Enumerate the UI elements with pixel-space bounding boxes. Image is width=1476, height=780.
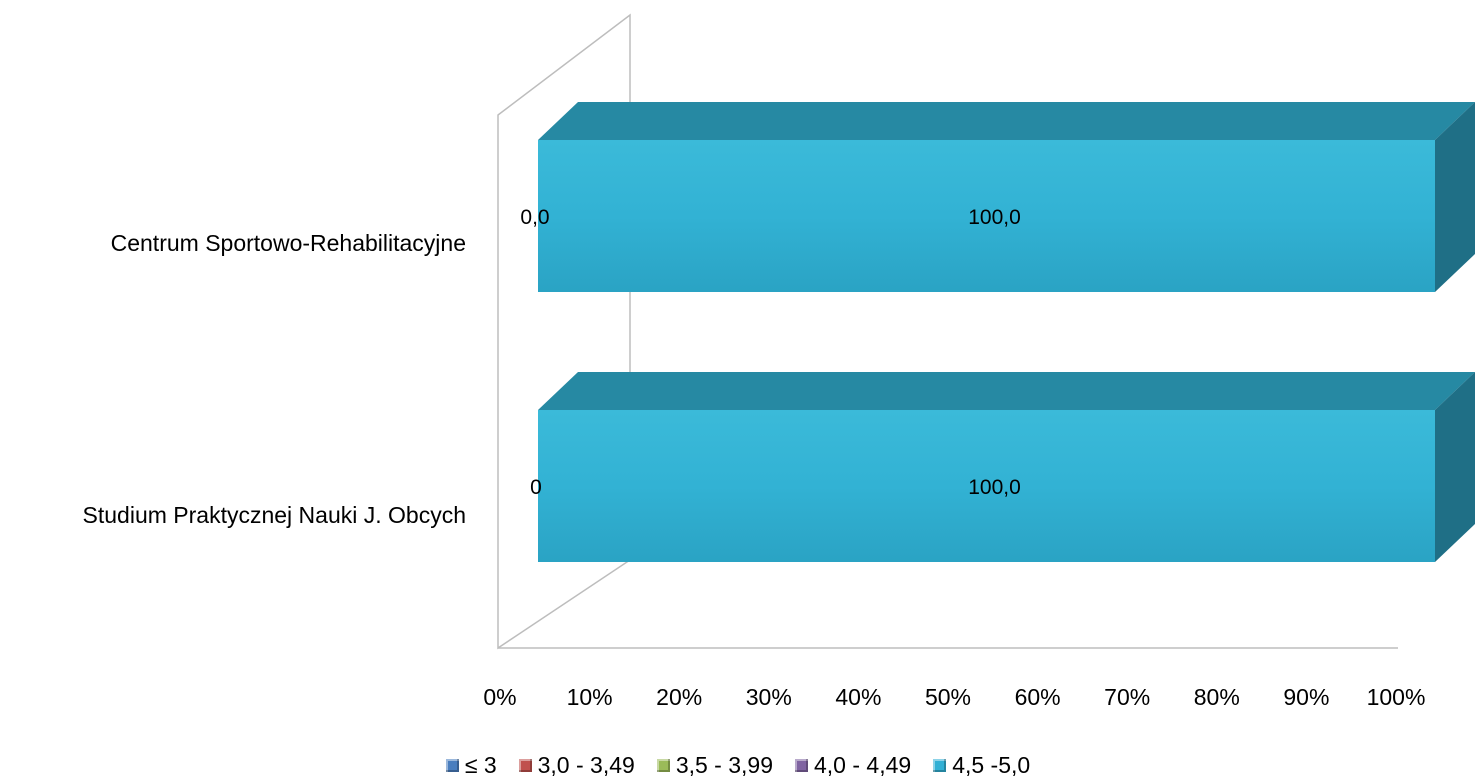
x-tick-label: 10% <box>567 684 613 710</box>
bar-top-face <box>538 372 1475 410</box>
x-tick-label: 90% <box>1283 684 1329 710</box>
legend-item: 3,5 - 3,99 <box>656 751 773 779</box>
bar-top-face <box>538 102 1475 140</box>
legend-label: 4,0 - 4,49 <box>814 751 912 778</box>
x-tick-label: 70% <box>1104 684 1150 710</box>
x-tick-label: 0% <box>483 684 516 710</box>
legend-item: ≤ 3 <box>445 751 497 779</box>
legend-label: 3,5 - 3,99 <box>675 751 773 778</box>
x-axis-ticks: 0% 10% 20% 30% 40% 50% 60% 70% 80% 90% 100% <box>483 684 1425 710</box>
legend-swatch <box>795 758 808 772</box>
legend-swatch <box>518 758 532 772</box>
bar-side-face <box>1435 372 1475 562</box>
data-label-value: 100,0 <box>968 476 1021 499</box>
chart: 0,0 100,0 0 100,0 Centrum Sportowo-Rehabili… <box>83 13 1475 710</box>
legend: ≤ 3 3,0 - 3,49 3,5 - 3,99 4,0 - 4,49 4,5 -5,… <box>0 750 1476 780</box>
bar-front-face <box>538 410 1435 562</box>
legend-label: 3,0 - 3,49 <box>537 751 635 778</box>
bars-layer: 0,0 100,0 0 100,0 <box>520 102 1475 562</box>
x-tick-label: 50% <box>925 684 971 710</box>
legend-swatch <box>445 758 459 772</box>
category-labels: Centrum Sportowo-Rehabilitacyjne Studium … <box>83 230 466 528</box>
x-tick-label: 30% <box>746 684 792 710</box>
category-label: Centrum Sportowo-Rehabilitacyjne <box>111 230 466 256</box>
legend-label: ≤ 3 <box>464 751 497 778</box>
legend-item: 4,5 -5,0 <box>933 752 1030 779</box>
x-tick-label: 60% <box>1015 684 1061 710</box>
x-tick-label: 40% <box>835 684 881 710</box>
category-label: Studium Praktycznej Nauki J. Obcych <box>83 502 466 528</box>
x-tick-label: 80% <box>1194 684 1240 710</box>
legend-label: 4,5 -5,0 <box>952 751 1031 778</box>
legend-swatch <box>656 758 670 772</box>
x-tick-label: 100% <box>1367 684 1426 710</box>
legend-item: 4,0 - 4,49 <box>795 752 911 779</box>
data-label-zero: 0,0 <box>520 206 549 229</box>
bar-side-face <box>1435 102 1475 292</box>
legend-item: 3,0 - 3,49 <box>518 751 635 779</box>
data-label-value: 100,0 <box>968 206 1021 229</box>
bar-front-face <box>538 140 1435 292</box>
data-label-zero: 0 <box>530 476 542 499</box>
legend-swatch <box>933 758 947 772</box>
x-tick-label: 20% <box>656 684 702 710</box>
